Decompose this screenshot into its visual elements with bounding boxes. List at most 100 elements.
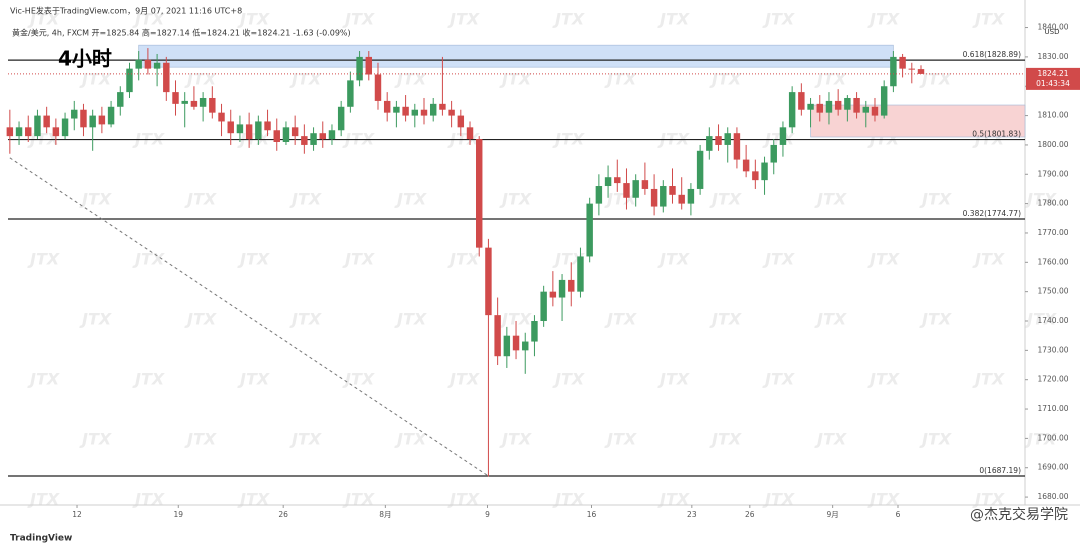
- candle-body: [531, 321, 538, 342]
- candle-body: [337, 106, 345, 131]
- candle-body: [328, 130, 336, 140]
- watermark: JTX: [919, 190, 952, 209]
- candle-body: [715, 136, 722, 145]
- candle-body: [144, 59, 152, 69]
- candle-body: [153, 62, 161, 69]
- watermark: JTX: [762, 490, 795, 509]
- candle-body: [807, 103, 814, 110]
- watermark: JTX: [342, 490, 375, 509]
- candle-body: [890, 56, 897, 87]
- watermark: JTX: [709, 70, 742, 89]
- candle-body: [834, 100, 842, 110]
- candle-body: [871, 106, 879, 116]
- watermark: JTX: [289, 70, 322, 89]
- y-tick-label: 1730.00: [1037, 345, 1068, 354]
- y-tick-label: 1780.00: [1037, 199, 1068, 208]
- candle-body: [218, 112, 225, 122]
- candle-body: [788, 92, 796, 128]
- candle-body: [245, 124, 253, 140]
- candle-body: [733, 133, 741, 160]
- candle-body: [779, 127, 787, 145]
- fib-label: 0.382(1774.77): [963, 209, 1021, 218]
- watermarks: JTX JTX JTX JTX JTX JTX JTX JTX JTX JTX JTX JTX JTX J…: [27, 10, 1057, 509]
- candle-body: [816, 103, 823, 113]
- subtitle: 黄金/美元, 4h, FXCM 开=1825.84 高=1827.14 低=18…: [12, 28, 351, 38]
- watermark: JTX: [709, 310, 742, 329]
- watermark: JTX: [447, 250, 480, 269]
- x-tick-label: 9月: [827, 510, 839, 519]
- watermark: JTX: [184, 430, 217, 449]
- watermark: JTX: [657, 370, 690, 389]
- candle-body: [761, 162, 768, 181]
- y-tick-label: 1770.00: [1037, 228, 1068, 237]
- x-tick-label: 16: [587, 510, 597, 519]
- watermark: JTX: [499, 310, 532, 329]
- candle-body: [273, 130, 280, 142]
- watermark: JTX: [814, 430, 847, 449]
- candle-body: [264, 121, 271, 131]
- candle-body: [614, 177, 621, 184]
- watermark: JTX: [814, 70, 847, 89]
- x-tick-label: 8月: [379, 510, 391, 519]
- watermark: JTX: [919, 430, 952, 449]
- y-tick-label: 1740.00: [1037, 316, 1068, 325]
- candle-body: [623, 183, 630, 198]
- watermark: JTX: [867, 250, 900, 269]
- candle-body: [89, 115, 96, 128]
- y-tick-label: 1810.00: [1037, 111, 1068, 120]
- candle-body: [660, 186, 667, 207]
- x-tick-label: 23: [687, 510, 697, 519]
- zone: [138, 44, 894, 68]
- candle-body: [687, 188, 695, 204]
- watermark: JTX: [972, 490, 1005, 509]
- watermark: JTX: [867, 370, 900, 389]
- watermark: JTX: [1024, 430, 1057, 449]
- watermark: JTX: [27, 370, 60, 389]
- candle-body: [383, 100, 391, 113]
- candle-body: [457, 115, 465, 128]
- watermark: JTX: [132, 370, 165, 389]
- candle-body: [494, 315, 501, 357]
- candle-body: [347, 80, 354, 107]
- watermark: JTX: [237, 250, 270, 269]
- candle-body: [282, 127, 290, 142]
- candle-body: [696, 150, 704, 189]
- x-tick-label: 12: [72, 510, 82, 519]
- candle-body: [641, 180, 649, 189]
- candle-body: [798, 92, 805, 110]
- watermark: JTX: [79, 310, 112, 329]
- watermark: JTX: [657, 490, 690, 509]
- watermark: JTX: [919, 70, 952, 89]
- candle-body: [126, 68, 133, 93]
- watermark: JTX: [552, 370, 585, 389]
- fib-label: 0.618(1828.89): [963, 50, 1021, 59]
- candle-body: [227, 121, 234, 134]
- candle-body: [752, 171, 759, 181]
- last-price-box: [1026, 67, 1080, 90]
- candle-body: [540, 291, 547, 322]
- candle-body: [485, 247, 492, 316]
- watermark: JTX: [552, 10, 585, 29]
- candle-body: [117, 92, 124, 107]
- watermark: JTX: [289, 310, 322, 329]
- candle-body: [61, 118, 69, 137]
- x-tick-label: 19: [173, 510, 183, 519]
- candle-body: [310, 133, 317, 145]
- y-tick-label: 1710.00: [1037, 404, 1068, 413]
- candle-body: [650, 188, 658, 207]
- watermark: JTX: [132, 10, 165, 29]
- candle-body: [319, 133, 326, 140]
- watermark: JTX: [394, 190, 427, 209]
- candle-body: [6, 127, 14, 137]
- watermark: JTX: [27, 490, 60, 509]
- candle-body: [80, 109, 87, 128]
- credit: @杰克交易学院: [970, 506, 1068, 523]
- watermark: JTX: [27, 10, 60, 29]
- candle-body: [420, 109, 428, 116]
- candle-body: [604, 177, 612, 187]
- header: Vic-HE发表于TradingView.com，9月 07, 2021 11:…: [10, 6, 242, 16]
- x-tick-label: 26: [745, 510, 755, 519]
- candle-body: [448, 109, 455, 116]
- countdown: 01:43:34: [1036, 79, 1070, 88]
